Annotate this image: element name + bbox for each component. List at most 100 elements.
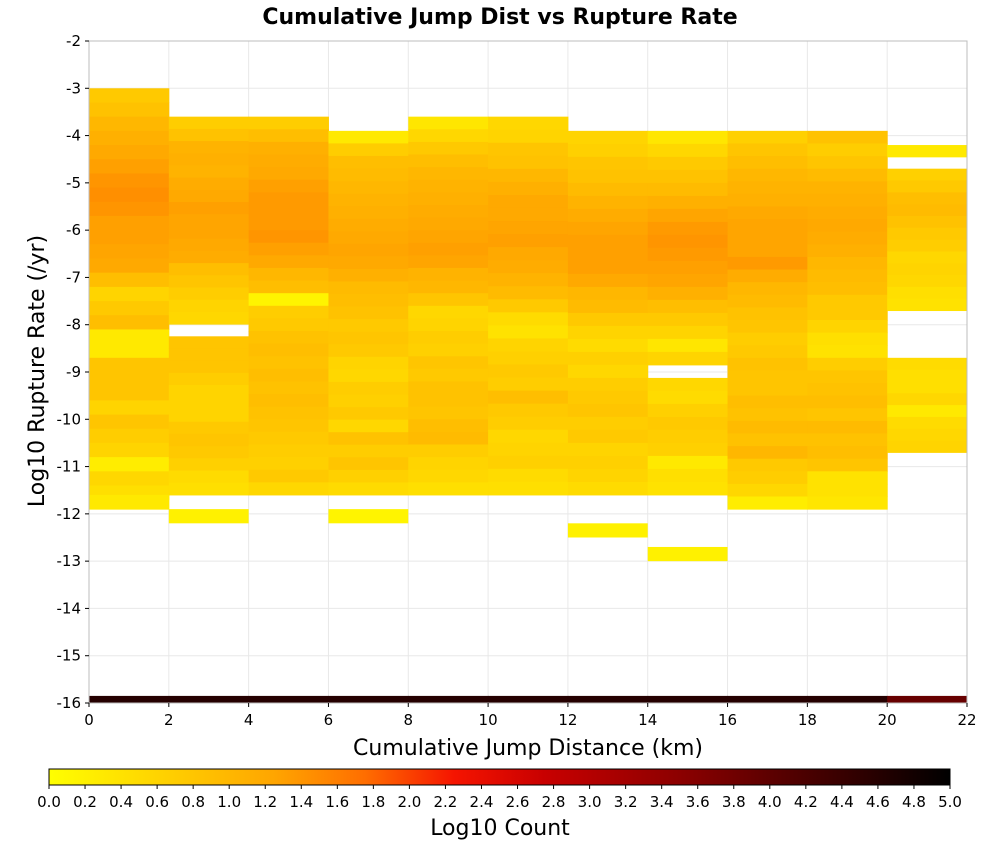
heatmap-cell — [89, 173, 170, 189]
x-tick-label: 16 — [718, 711, 737, 729]
heatmap-cell — [89, 442, 170, 458]
heatmap-cell — [727, 357, 808, 371]
heatmap-cell — [887, 215, 968, 229]
heatmap-cell — [887, 428, 968, 442]
heatmap-cell — [647, 351, 729, 366]
heatmap-cell — [727, 420, 808, 434]
heatmap-cell — [647, 195, 729, 210]
heatmap-cell — [727, 244, 808, 258]
heatmap-cell — [807, 446, 888, 460]
heatmap-cell — [328, 168, 409, 182]
heatmap-cell — [567, 182, 649, 197]
heatmap-cell — [727, 130, 808, 144]
heatmap-cell — [248, 154, 329, 168]
heatmap-cell — [89, 372, 170, 387]
heatmap-cell — [248, 356, 329, 370]
heatmap-cell — [647, 325, 729, 340]
heatmap-cell — [488, 416, 569, 431]
heatmap-cell — [89, 102, 170, 118]
heatmap-cell — [567, 523, 648, 538]
x-tick-label: 4 — [244, 711, 254, 729]
heatmap-cell — [807, 130, 888, 144]
heatmap-cell — [408, 368, 489, 382]
heatmap-cell — [328, 356, 409, 370]
heatmap-cell — [567, 442, 649, 457]
heatmap-cell — [168, 509, 249, 524]
heatmap-cell — [168, 299, 250, 313]
heatmap-cell — [488, 194, 569, 209]
colorbar-tick-label: 2.4 — [470, 793, 494, 811]
heatmap-cell — [248, 242, 329, 256]
x-tick-label: 22 — [957, 711, 976, 729]
heatmap-cell — [488, 168, 569, 183]
heatmap-cell — [567, 364, 649, 379]
y-tick-label: -11 — [57, 458, 82, 476]
heatmap-cell — [727, 483, 808, 498]
heatmap-cell — [647, 416, 729, 431]
heatmap-cell — [168, 275, 250, 288]
heatmap-cell — [647, 208, 729, 223]
heatmap-cell — [248, 192, 329, 206]
heatmap-cell — [647, 260, 729, 275]
colorbar-ticks: 0.0 0.2 0.4 0.6 0.8 1.0 1.2 1.4 1.6 1.8 2.0 2.2 2.4 2… — [37, 785, 962, 811]
heatmap-cell — [248, 482, 329, 496]
y-tick-label: -16 — [57, 694, 82, 712]
heatmap-cell — [807, 433, 888, 447]
heatmap-cell — [89, 414, 170, 430]
colorbar-tick-label: 0.6 — [145, 793, 169, 811]
heatmap-cell — [488, 403, 569, 418]
heatmap-cell — [887, 251, 968, 264]
heatmap-cell — [408, 695, 489, 703]
heatmap-cell — [168, 202, 250, 215]
heatmap-cell — [488, 312, 569, 326]
heatmap-cell — [647, 468, 729, 483]
heatmap-cell — [647, 299, 729, 314]
heatmap-cell — [727, 307, 808, 321]
heatmap-cell — [807, 319, 888, 334]
heatmap-cell — [408, 356, 489, 370]
heatmap-cell — [567, 429, 649, 444]
x-tick-label: 8 — [403, 711, 413, 729]
heatmap-cell — [567, 208, 649, 223]
heatmap-cell — [807, 294, 888, 308]
heatmap-cell — [89, 343, 170, 359]
heatmap-cell — [567, 416, 649, 431]
colorbar-tick-label: 5.0 — [938, 793, 962, 811]
y-tick-label: -6 — [66, 221, 81, 239]
heatmap-cell — [408, 280, 489, 294]
x-tick-label: 2 — [164, 711, 174, 729]
heatmap-cell — [248, 343, 329, 357]
heatmap-cell — [408, 255, 489, 269]
heatmap-cell — [647, 247, 729, 262]
heatmap-cell — [408, 331, 489, 345]
colorbar-tick-label: 2.8 — [542, 793, 566, 811]
heatmap-cell — [328, 457, 409, 471]
colorbar-tick-label: 2.2 — [434, 793, 458, 811]
heatmap-cell — [488, 429, 569, 444]
heatmap-cell — [807, 231, 888, 245]
heatmap-cell — [727, 156, 808, 170]
heatmap-cell — [168, 433, 250, 447]
y-tick-label: -2 — [66, 32, 81, 50]
colorbar-tick-label: 4.0 — [758, 793, 782, 811]
heatmap-cell — [727, 319, 808, 334]
heatmap-cell — [168, 348, 250, 362]
heatmap-cell — [248, 280, 329, 294]
heatmap-cell — [727, 395, 808, 409]
heatmap-cell — [328, 407, 409, 421]
heatmap-cell — [168, 153, 250, 166]
heatmap-cell — [168, 116, 250, 130]
heatmap-cell — [328, 130, 409, 144]
y-tick-label: -14 — [57, 599, 82, 617]
heatmap-cell — [647, 481, 729, 496]
heatmap-cell — [807, 143, 888, 157]
colorbar-tick-label: 0.0 — [37, 793, 61, 811]
heatmap-cell — [328, 281, 409, 295]
heatmap-cell — [248, 431, 329, 446]
heatmap-cell — [887, 263, 968, 276]
heatmap-cell — [807, 420, 888, 434]
heatmap-cell — [248, 217, 329, 231]
heatmap-cell — [887, 405, 968, 418]
heatmap-cell — [567, 260, 649, 275]
